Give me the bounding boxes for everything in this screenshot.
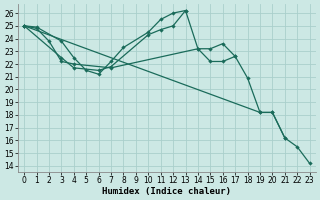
X-axis label: Humidex (Indice chaleur): Humidex (Indice chaleur) — [102, 187, 231, 196]
